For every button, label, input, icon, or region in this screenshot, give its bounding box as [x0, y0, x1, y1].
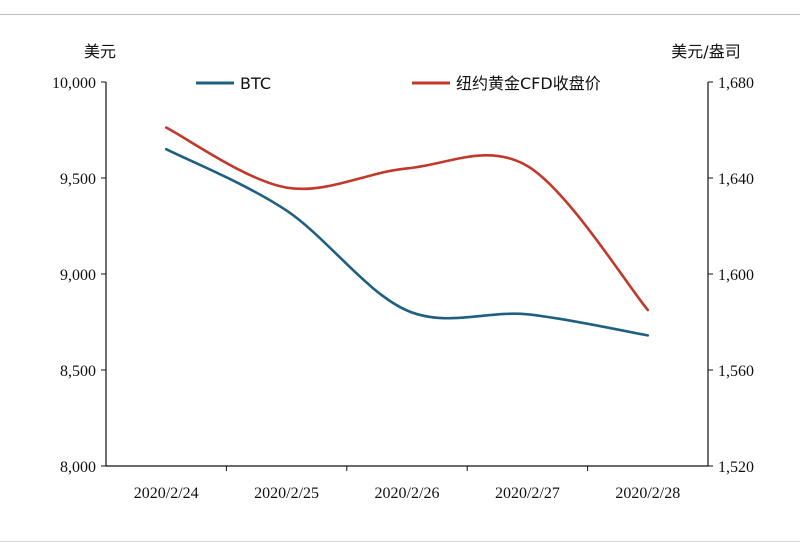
x-tick-label: 2020/2/28	[615, 485, 680, 502]
x-tick-label: 2020/2/26	[375, 485, 440, 502]
right-tick-label: 1,680	[718, 75, 754, 92]
left-tick-label: 10,000	[52, 75, 96, 92]
left-tick-label: 9,000	[60, 267, 96, 284]
legend: BTC 纽约黄金CFD收盘价	[196, 74, 601, 93]
legend-label-btc: BTC	[240, 74, 271, 93]
left-tick-label: 9,500	[60, 171, 96, 188]
right-axis-unit: 美元/盎司	[671, 42, 740, 61]
x-tick-label: 2020/2/27	[495, 485, 560, 502]
right-tick-label: 1,520	[718, 459, 754, 476]
left-axis-unit: 美元	[84, 42, 116, 61]
left-tick-label: 8,000	[60, 459, 96, 476]
axes	[105, 82, 709, 467]
x-tick-label: 2020/2/24	[134, 485, 199, 502]
header-rule	[0, 14, 800, 15]
series-line-gold	[164, 126, 650, 312]
series-lines	[164, 126, 650, 337]
footer-rule	[0, 541, 800, 542]
ticks: 8,000 8,500 9,000 9,500 10,000 1,520 1,560 1,60…	[52, 75, 754, 502]
right-tick-label: 1,560	[718, 363, 754, 380]
right-tick-label: 1,600	[718, 267, 754, 284]
x-tick-label: 2020/2/25	[254, 485, 319, 502]
right-tick-label: 1,640	[718, 171, 754, 188]
series-line-btc	[164, 147, 650, 337]
left-tick-label: 8,500	[60, 363, 96, 380]
legend-label-gold: 纽约黄金CFD收盘价	[456, 74, 601, 93]
